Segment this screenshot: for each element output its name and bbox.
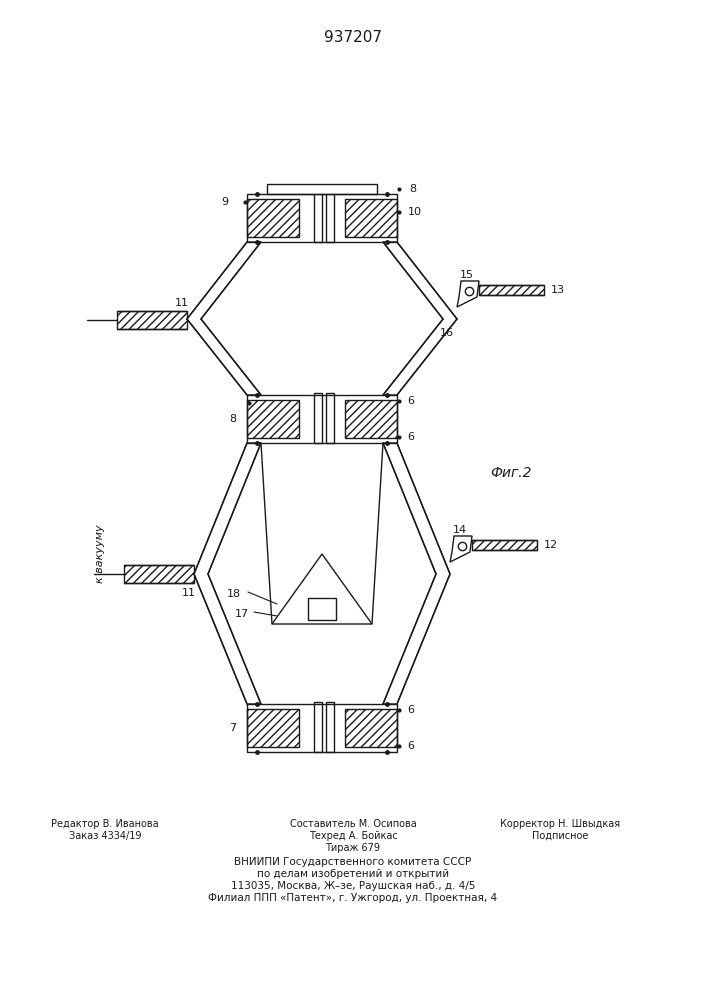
Bar <box>314 192 322 242</box>
Text: Техред А. Бойкас: Техред А. Бойкас <box>309 831 397 841</box>
Text: 937207: 937207 <box>324 30 382 45</box>
Text: 11: 11 <box>182 588 196 598</box>
Bar <box>472 540 537 550</box>
Text: Редактор В. Иванова: Редактор В. Иванова <box>51 819 159 829</box>
Bar <box>314 702 322 752</box>
Bar <box>345 709 397 747</box>
Bar <box>345 400 397 438</box>
Bar <box>247 709 299 747</box>
Text: 16: 16 <box>440 328 454 338</box>
Text: Корректор Н. Швыдкая: Корректор Н. Швыдкая <box>500 819 620 829</box>
Text: ВНИИПИ Государственного комитета СССР: ВНИИПИ Государственного комитета СССР <box>235 857 472 867</box>
Text: 12: 12 <box>544 540 558 550</box>
Polygon shape <box>383 443 450 704</box>
Text: 6: 6 <box>407 705 414 715</box>
Polygon shape <box>450 536 472 562</box>
Text: Заказ 4334/19: Заказ 4334/19 <box>69 831 141 841</box>
Polygon shape <box>457 281 479 307</box>
Text: 15: 15 <box>460 270 474 280</box>
Bar <box>247 400 299 438</box>
Text: Фиг.2: Фиг.2 <box>490 466 532 480</box>
Bar <box>479 285 544 295</box>
Bar <box>326 192 334 242</box>
Bar <box>247 199 299 237</box>
Bar <box>345 199 397 237</box>
Bar <box>326 393 334 443</box>
Text: Подписное: Подписное <box>532 831 588 841</box>
Text: 6: 6 <box>407 741 414 751</box>
Text: 11: 11 <box>175 298 189 308</box>
Text: 17: 17 <box>235 609 249 619</box>
Bar <box>117 311 187 329</box>
Bar <box>247 395 397 443</box>
Bar <box>247 194 397 242</box>
Text: 6: 6 <box>407 432 414 442</box>
Text: 6: 6 <box>407 396 414 406</box>
Polygon shape <box>272 554 372 624</box>
Bar <box>314 393 322 443</box>
Text: 10: 10 <box>408 207 422 217</box>
Polygon shape <box>187 242 261 395</box>
Bar <box>124 565 194 583</box>
Text: 14: 14 <box>453 525 467 535</box>
Text: Составитель М. Осипова: Составитель М. Осипова <box>290 819 416 829</box>
Polygon shape <box>194 443 261 704</box>
Text: по делам изобретений и открытий: по делам изобретений и открытий <box>257 869 449 879</box>
Text: Филиал ППП «Патент», г. Ужгород, ул. Проектная, 4: Филиал ППП «Патент», г. Ужгород, ул. Про… <box>209 893 498 903</box>
Text: 9: 9 <box>221 197 228 207</box>
Bar <box>326 702 334 752</box>
Text: 113035, Москва, Ж–зе, Раушская наб., д. 4/5: 113035, Москва, Ж–зе, Раушская наб., д. … <box>230 881 475 891</box>
Text: 18: 18 <box>227 589 241 599</box>
Bar <box>247 704 397 752</box>
Bar <box>267 184 377 194</box>
Text: к вакууму: к вакууму <box>95 525 105 583</box>
Bar <box>308 598 336 620</box>
Text: 7: 7 <box>230 723 237 733</box>
Text: 13: 13 <box>551 285 565 295</box>
Text: Тираж 679: Тираж 679 <box>325 843 380 853</box>
Text: 8: 8 <box>409 184 416 194</box>
Text: 8: 8 <box>230 414 237 424</box>
Polygon shape <box>383 242 457 395</box>
